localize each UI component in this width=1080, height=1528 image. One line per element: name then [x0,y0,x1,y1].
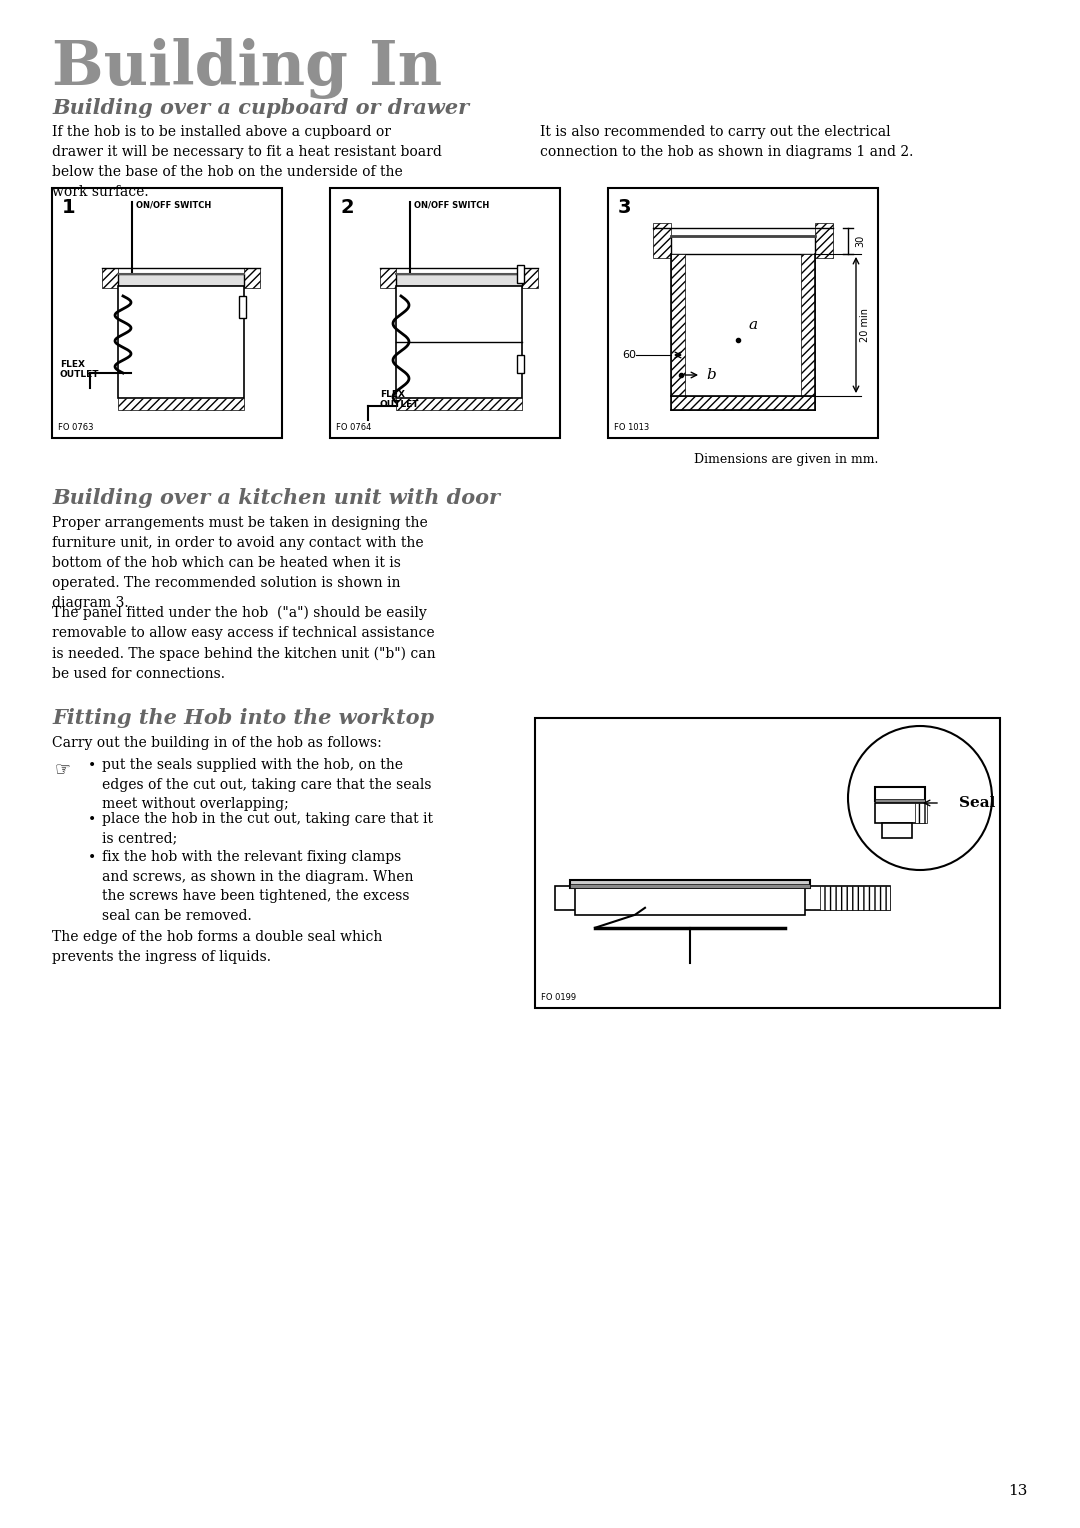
Bar [671,235,815,254]
Text: •: • [87,811,96,827]
Bar [535,718,1000,1008]
Bar [875,804,924,824]
Text: 20 min: 20 min [860,309,870,342]
Bar [671,396,815,410]
Text: If the hob is to be installed above a cupboard or
drawer it will be necessary to: If the hob is to be installed above a cu… [52,125,442,199]
Text: Building over a kitchen unit with door: Building over a kitchen unit with door [52,487,500,507]
Bar [875,787,924,801]
Text: FO 0764: FO 0764 [336,423,372,432]
Bar [239,296,246,318]
Bar [522,267,538,287]
Bar [118,274,244,286]
Bar [671,254,685,410]
Text: Building over a cupboard or drawer: Building over a cupboard or drawer [52,98,469,118]
Text: place the hob in the cut out, taking care that it
is centred;: place the hob in the cut out, taking car… [102,811,433,845]
Bar [875,799,924,805]
Text: •: • [87,850,96,863]
Bar [653,223,671,258]
Bar [815,223,833,258]
Bar [570,883,810,888]
Text: •: • [87,758,96,772]
Bar [575,888,805,915]
Text: 2: 2 [340,199,353,217]
Text: Dimensions are given in mm.: Dimensions are given in mm. [693,452,878,466]
Text: 3: 3 [618,199,632,217]
Bar [517,264,524,283]
Text: Seal: Seal [959,796,995,810]
Text: Fitting the Hob into the worktop: Fitting the Hob into the worktop [52,707,434,727]
Text: FLEX
OUTLET: FLEX OUTLET [380,390,419,410]
Circle shape [848,726,993,869]
Text: FO 0199: FO 0199 [541,993,576,1002]
Text: Building In: Building In [52,38,442,99]
Bar [102,267,118,287]
Text: FO 1013: FO 1013 [615,423,649,432]
Bar [396,397,522,410]
Bar [555,886,890,909]
Bar [517,354,524,373]
Bar [118,286,244,397]
Bar [570,880,810,888]
Text: 13: 13 [1009,1484,1028,1497]
Bar [915,804,927,824]
Bar [608,188,878,439]
Text: b: b [706,368,716,382]
Text: The panel fitted under the hob  ("a") should be easily
removable to allow easy a: The panel fitted under the hob ("a") sho… [52,607,435,681]
Text: a: a [748,318,757,332]
Text: ON/OFF SWITCH: ON/OFF SWITCH [414,200,489,209]
Bar [396,286,522,397]
Bar [380,267,396,287]
Bar [118,397,244,410]
Text: Carry out the building in of the hob as follows:: Carry out the building in of the hob as … [52,736,381,750]
Bar [820,886,890,909]
Bar [396,274,522,286]
Text: Proper arrangements must be taken in designing the
furniture unit, in order to a: Proper arrangements must be taken in des… [52,516,428,610]
Bar [52,188,282,439]
Text: ☞: ☞ [54,759,70,778]
Text: FLEX
OUTLET: FLEX OUTLET [60,361,99,379]
Text: 30: 30 [855,235,865,248]
Text: It is also recommended to carry out the electrical
connection to the hob as show: It is also recommended to carry out the … [540,125,914,159]
Text: 1: 1 [62,199,76,217]
Bar [882,824,912,837]
Bar [330,188,561,439]
Text: ON/OFF SWITCH: ON/OFF SWITCH [136,200,212,209]
Bar [244,267,260,287]
Text: 60: 60 [622,350,636,361]
Bar [801,254,815,410]
Text: put the seals supplied with the hob, on the
edges of the cut out, taking care th: put the seals supplied with the hob, on … [102,758,432,811]
Text: fix the hob with the relevant fixing clamps
and screws, as shown in the diagram.: fix the hob with the relevant fixing cla… [102,850,414,923]
Text: The edge of the hob forms a double seal which
prevents the ingress of liquids.: The edge of the hob forms a double seal … [52,931,382,964]
Text: FO 0763: FO 0763 [58,423,94,432]
